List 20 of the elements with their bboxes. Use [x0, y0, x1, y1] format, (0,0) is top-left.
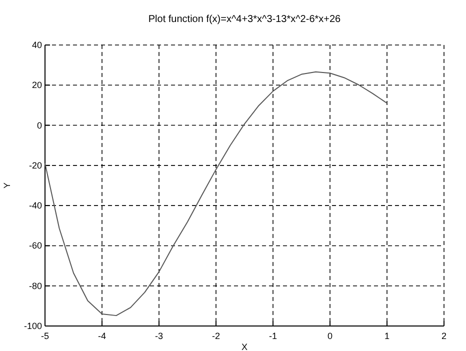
- y-tick-label: 40: [32, 40, 42, 50]
- line-series: [44, 71, 388, 316]
- chart-title: Plot function f(x)=x^4+3*x^3-13*x^2-6*x+26: [148, 14, 342, 25]
- x-tick-label: -3: [154, 331, 164, 341]
- x-tick-label: -1: [268, 331, 278, 341]
- y-axis-title: Y: [2, 182, 12, 189]
- x-tick-label: 1: [384, 331, 390, 341]
- y-tick-label: -80: [28, 280, 42, 291]
- y-tick-label: -60: [28, 240, 42, 251]
- y-tick-label: -40: [28, 200, 42, 211]
- x-tick-label: -5: [40, 331, 50, 341]
- y-tick-label: -100: [24, 321, 42, 331]
- x-tick-label: -2: [212, 331, 220, 341]
- x-tick-label: 2: [441, 331, 447, 341]
- y-tick-label: 20: [32, 80, 42, 90]
- x-tick-label: -4: [98, 331, 106, 341]
- x-tick-label: 0: [327, 331, 333, 341]
- y-tick-label: 0: [36, 120, 42, 130]
- x-axis-title: X: [241, 342, 248, 351]
- y-tick-label: -20: [28, 160, 42, 170]
